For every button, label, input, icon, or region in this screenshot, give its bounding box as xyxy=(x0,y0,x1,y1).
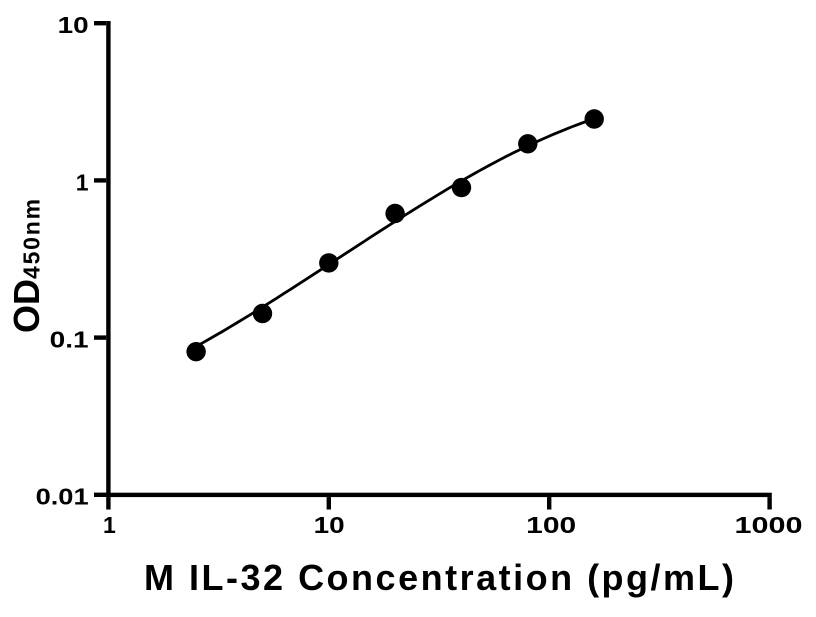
svg-text:OD450nm: OD450nm xyxy=(6,197,47,333)
svg-text:1: 1 xyxy=(76,169,89,195)
svg-text:1000: 1000 xyxy=(735,512,803,538)
svg-text:0.01: 0.01 xyxy=(36,484,89,510)
svg-text:10: 10 xyxy=(58,12,89,38)
svg-text:1: 1 xyxy=(103,512,116,538)
svg-text:100: 100 xyxy=(526,512,576,538)
svg-text:M IL-32 Concentration (pg/mL): M IL-32 Concentration (pg/mL) xyxy=(144,557,736,598)
svg-text:0.1: 0.1 xyxy=(50,327,89,353)
svg-text:10: 10 xyxy=(314,512,345,538)
